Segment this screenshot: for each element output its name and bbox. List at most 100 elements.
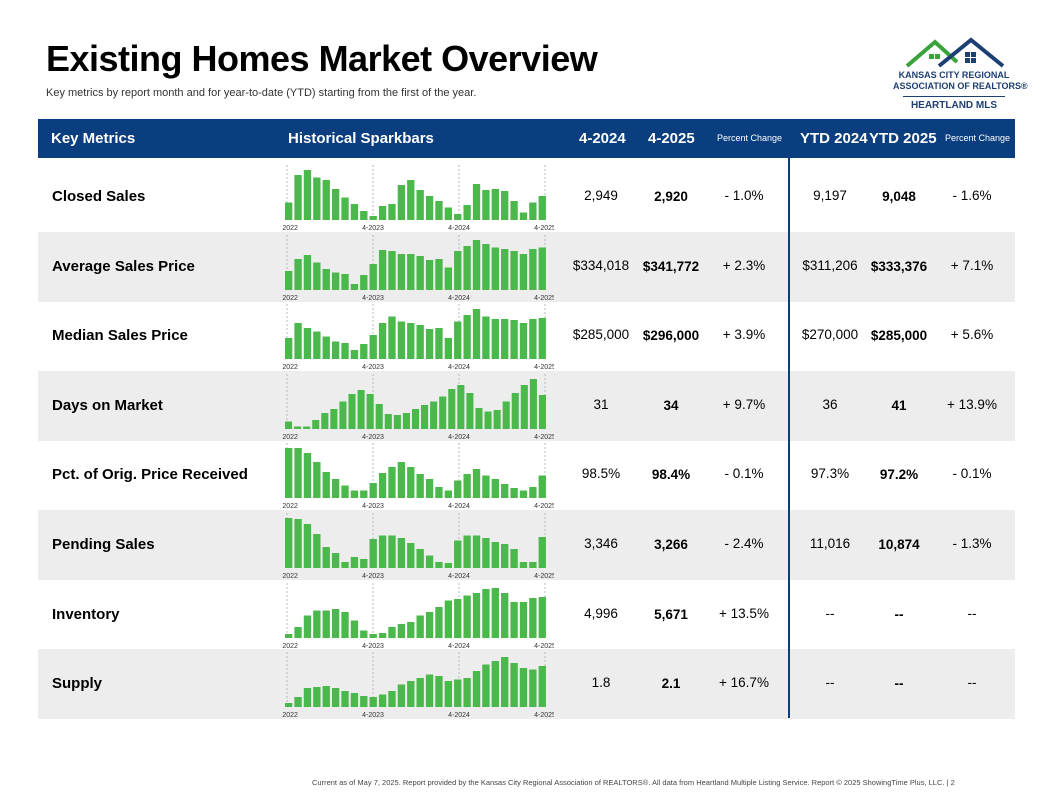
sparkbar-tick-label: 4-2022 (282, 434, 298, 441)
cell-v2025: $296,000 (642, 328, 700, 344)
sparkbar-bar (435, 562, 443, 568)
cell-pct: + 3.9% (722, 327, 766, 343)
cell-v2025: $341,772 (642, 258, 700, 274)
sparkbar-bar (322, 547, 330, 568)
sparkbar-bar (388, 250, 396, 290)
sparkbar-bar (350, 204, 359, 220)
sparkbar-bar (378, 206, 387, 220)
sparkbar-bar (331, 479, 340, 499)
sparkbar-bar (407, 543, 415, 568)
sparkbar-bar (425, 611, 434, 638)
sparkbar-bar (294, 175, 302, 220)
cell-ytd2025: 41 (891, 397, 907, 413)
sparkbar-bar (482, 316, 490, 360)
sparkbar-bar (341, 691, 349, 708)
sparkbar-bar (322, 336, 330, 360)
sparkbar-bar (439, 396, 447, 429)
sparkbar-bar (294, 258, 302, 290)
sparkbar-bar (313, 462, 321, 499)
cell-pct: + 16.7% (719, 675, 769, 691)
cell-v2024: 1.8 (591, 675, 611, 691)
sparkbar-bar (407, 180, 415, 220)
sparkbar-bar (378, 694, 387, 708)
sparkbar-bar (463, 535, 471, 568)
cell-v2025: 2.1 (661, 676, 681, 692)
metric-label: Average Sales Price (52, 257, 195, 275)
table-row: Pending Sales 3,346 3,266 - 2.4% 11,016 10,87… (38, 510, 1015, 580)
sparkbar-bar (491, 542, 499, 568)
sparkbar-bar (312, 419, 320, 429)
sparkbar-bar (510, 601, 518, 638)
sparkbar-bar (285, 338, 293, 360)
sparkbar-bar (444, 681, 453, 708)
sparkbar-chart: 4-2022 4-2023 4-2024 4-2025 (282, 513, 554, 580)
sparkbar-bar (472, 239, 481, 290)
sparkbar-tick-label: 4-2022 (282, 643, 298, 650)
table-row: Days on Market 31 34 + 9.7% 36 41 + 13.9% 4-202… (38, 370, 1015, 441)
sparkbar-bar (482, 190, 490, 220)
table-header: Key Metrics Historical Sparkbars 4-2024 … (38, 119, 1015, 158)
sparkbar-tick-label: 4-2025 (534, 364, 554, 371)
sparkbar-bar (303, 615, 312, 638)
sparkbar-bar (493, 409, 501, 429)
sparkbar-bar (285, 448, 293, 499)
sparkbar-tick-label: 4-2022 (282, 295, 298, 302)
sparkbar-bar (350, 557, 359, 568)
sparkbar-bar (472, 309, 481, 360)
sparkbar-bar (510, 663, 518, 708)
sparkbar-bar (322, 472, 330, 499)
sparkbar-bar (416, 615, 424, 638)
header-ytd-2025: YTD 2025 (869, 130, 937, 147)
sparkbar-bar (502, 401, 510, 429)
sparkbar-bar (475, 407, 483, 429)
sparkbar-bar (360, 211, 368, 220)
sparkbar-bar (463, 678, 471, 708)
sparkbar-bar (444, 490, 453, 499)
sparkbar-bar (430, 401, 438, 429)
sparkbar-bar (341, 562, 349, 568)
sparkbar-bar (378, 473, 387, 499)
sparkbar-bar (294, 448, 302, 499)
sparkbar-bar (313, 262, 321, 290)
sparkbar-bar (303, 426, 311, 429)
page-subtitle: Key metrics by report month and for year… (46, 87, 477, 99)
sparkbar-bar (341, 273, 349, 290)
sparkbar-bar (341, 485, 349, 499)
cell-ytd2024: $270,000 (801, 327, 859, 343)
header-key-metrics: Key Metrics (51, 130, 136, 147)
sparkbar-bar (538, 318, 546, 360)
sparkbar-bar (388, 535, 396, 568)
sparkbar-tick-label: 4-2024 (448, 225, 470, 232)
metric-label: Pending Sales (52, 536, 155, 553)
metric-label: Supply (52, 675, 103, 693)
sparkbar-bar (519, 601, 528, 638)
sparkbar-bar (360, 344, 368, 360)
cell-ytd2024: $311,206 (802, 257, 858, 273)
sparkbar-bar (416, 474, 424, 499)
sparkbar-bar (491, 479, 499, 499)
cell-ytd2024: 9,197 (813, 188, 847, 203)
sparkbar-tick-label: 4-2024 (448, 295, 470, 302)
sparkbar-tick-label: 4-2024 (448, 643, 470, 650)
sparkbar-bar (435, 201, 443, 220)
cell-ytd2025: 97.2% (879, 467, 919, 483)
sparkbar-bar (294, 626, 302, 638)
sparkbar-bar (348, 393, 356, 429)
ytd-divider (788, 158, 790, 718)
sparkbar-bar (397, 253, 406, 290)
sparkbar-bar (341, 197, 349, 220)
sparkbar-bar (393, 414, 401, 429)
sparkbar-bar (519, 212, 528, 220)
header-sparkbars: Historical Sparkbars (288, 130, 434, 147)
sparkbar-chart: 4-2022 4-2023 4-2024 4-2025 (282, 165, 554, 232)
sparkbar-bar (294, 519, 302, 568)
logo-rule (903, 96, 1005, 97)
sparkbar-bar (350, 693, 359, 708)
sparkbar-bar (350, 350, 359, 360)
sparkbar-bar (303, 170, 312, 220)
sparkbar-tick-label: 4-2024 (448, 364, 470, 371)
cell-pct: - 0.1% (724, 466, 764, 482)
sparkbar-bar (435, 258, 443, 290)
sparkbar-bar (341, 343, 349, 360)
metric-label: Days on Market (52, 396, 163, 414)
